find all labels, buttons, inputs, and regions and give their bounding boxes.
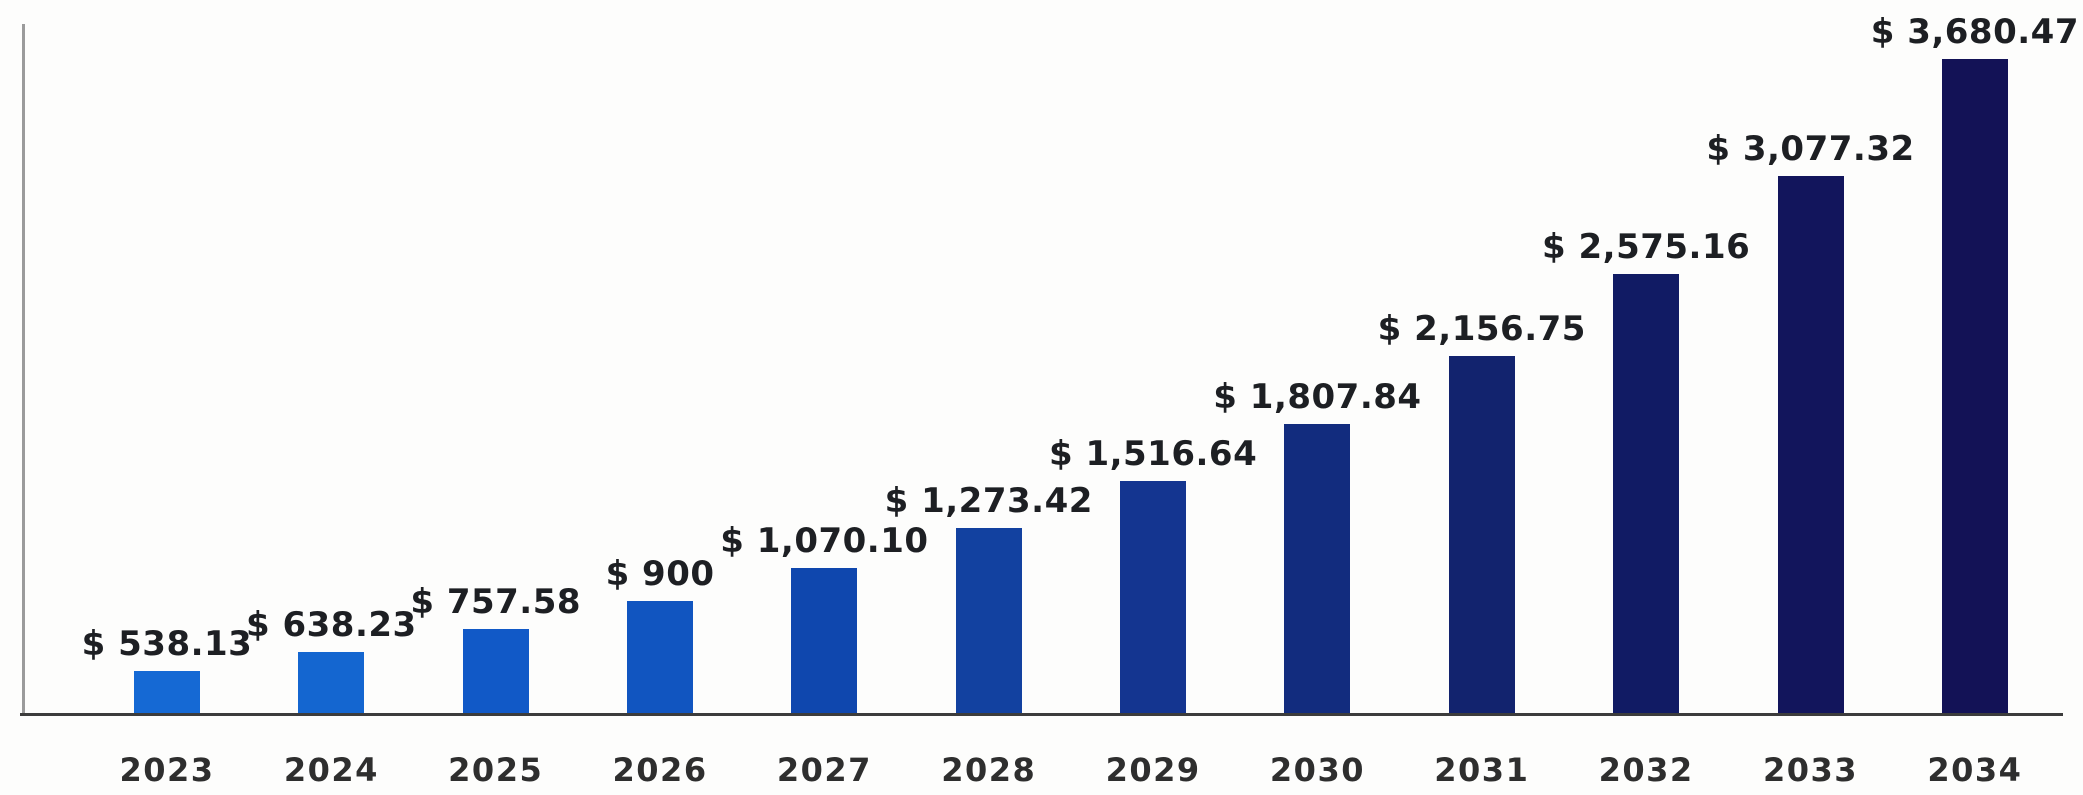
x-tick-label-2034: 2034 <box>1927 751 2023 789</box>
x-tick-label-2027: 2027 <box>776 751 872 789</box>
value-label-2034: $ 3,680.47 <box>1870 12 2079 52</box>
x-tick-label-2024: 2024 <box>283 751 379 789</box>
y-axis-line <box>22 24 25 714</box>
bar-2023 <box>134 671 200 713</box>
value-label-2026: $ 900 <box>605 554 715 594</box>
bar-2031 <box>1448 356 1515 713</box>
bar-2029 <box>1120 481 1187 713</box>
value-label-2027: $ 1,070.10 <box>720 521 929 561</box>
x-tick-label-2031: 2031 <box>1434 751 1530 789</box>
bar-2024 <box>298 652 365 713</box>
bar-2025 <box>462 629 529 713</box>
value-label-2029: $ 1,516.64 <box>1048 434 1258 474</box>
x-axis-line <box>20 713 2063 716</box>
bar-2027 <box>791 568 858 713</box>
value-label-2025: $ 757.58 <box>410 582 582 622</box>
x-tick-label-2025: 2025 <box>448 751 544 789</box>
bar-2032 <box>1613 274 1680 713</box>
x-tick-label-2030: 2030 <box>1269 751 1365 789</box>
bar-2026 <box>627 601 694 713</box>
value-label-2033: $ 3,077.32 <box>1706 129 1915 169</box>
bar-2030 <box>1284 424 1351 713</box>
value-label-2032: $ 2,575.16 <box>1542 227 1751 267</box>
x-tick-label-2023: 2023 <box>119 751 215 789</box>
x-tick-label-2029: 2029 <box>1105 751 1201 789</box>
x-tick-label-2033: 2033 <box>1762 751 1859 789</box>
bar-2028 <box>955 528 1022 713</box>
value-label-2031: $ 2,156.75 <box>1377 309 1586 349</box>
value-label-2024: $ 638.23 <box>245 605 417 645</box>
value-label-2028: $ 1,273.42 <box>884 481 1093 521</box>
value-label-2030: $ 1,807.84 <box>1213 377 1422 417</box>
x-tick-label-2032: 2032 <box>1598 751 1694 789</box>
x-tick-label-2028: 2028 <box>941 751 1037 789</box>
bar-2033 <box>1777 176 1844 713</box>
value-label-2023: $ 538.13 <box>81 624 253 664</box>
x-tick-label-2026: 2026 <box>612 751 708 789</box>
bar-2034 <box>1941 59 2008 713</box>
